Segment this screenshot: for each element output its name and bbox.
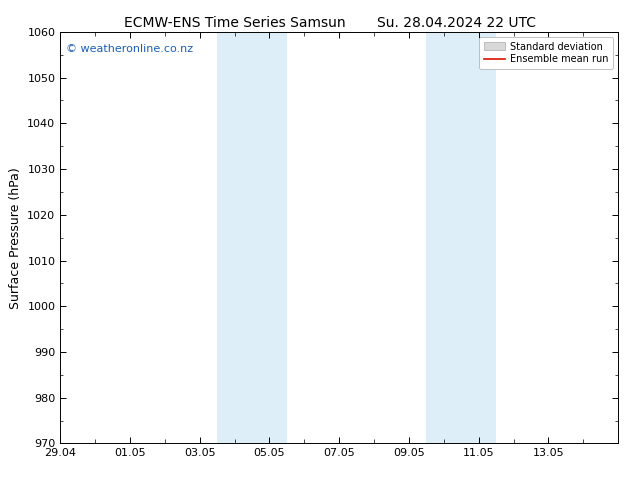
Text: © weatheronline.co.nz: © weatheronline.co.nz [66, 44, 193, 54]
Bar [426, 32, 462, 443]
Text: Su. 28.04.2024 22 UTC: Su. 28.04.2024 22 UTC [377, 16, 536, 30]
Text: ECMW-ENS Time Series Samsun: ECMW-ENS Time Series Samsun [124, 16, 346, 30]
Bar [462, 32, 496, 443]
Y-axis label: Surface Pressure (hPa): Surface Pressure (hPa) [9, 167, 22, 309]
Legend: Standard deviation, Ensemble mean run: Standard deviation, Ensemble mean run [479, 37, 613, 70]
Bar [217, 32, 252, 443]
Bar [252, 32, 287, 443]
